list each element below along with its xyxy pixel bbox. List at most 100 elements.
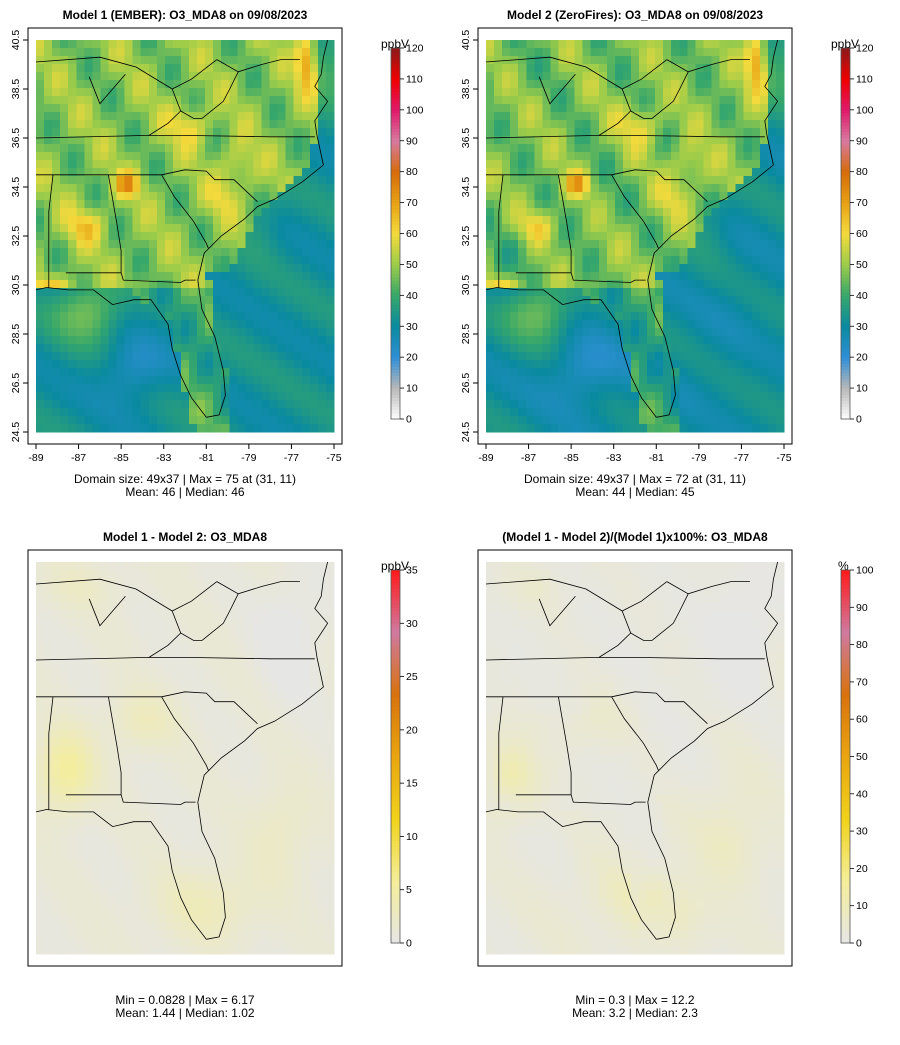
- grid-cell: [189, 192, 198, 201]
- grid-cell: [622, 176, 632, 185]
- grid-cell: [108, 256, 118, 265]
- grid-cell: [574, 144, 584, 153]
- grid-cell: [132, 192, 142, 201]
- grid-cell: [518, 376, 527, 385]
- grid-cell: [775, 248, 785, 257]
- grid-cell: [84, 384, 93, 393]
- grid-cell: [44, 56, 53, 65]
- grid-cell: [759, 248, 769, 257]
- grid-cell: [663, 280, 672, 289]
- grid-cell: [663, 256, 672, 265]
- grid-cell: [735, 96, 745, 105]
- grid-cell: [197, 610, 206, 619]
- colorbar-segment: [391, 143, 400, 148]
- grid-cell: [687, 368, 696, 377]
- grid-cell: [687, 424, 696, 433]
- grid-cell: [229, 594, 238, 603]
- grid-cell: [156, 618, 166, 627]
- grid-cell: [622, 328, 632, 337]
- grid-cell: [189, 280, 198, 289]
- grid-cell: [277, 392, 287, 401]
- grid-cell: [727, 376, 737, 385]
- grid-cell: [124, 642, 134, 651]
- grid-cell: [44, 754, 53, 763]
- grid-cell: [44, 256, 53, 265]
- grid-cell: [663, 368, 672, 377]
- grid-cell: [100, 72, 110, 81]
- colorbar-segment: [841, 397, 850, 401]
- grid-cell: [301, 424, 311, 433]
- grid-cell: [759, 280, 769, 289]
- colorbar-segment: [391, 316, 400, 321]
- grid-cell: [52, 112, 61, 121]
- grid-cell: [590, 368, 600, 377]
- grid-cell: [197, 328, 206, 337]
- grid-cell: [261, 80, 271, 89]
- grid-cell: [60, 336, 69, 345]
- grid-cell: [687, 360, 696, 369]
- grid-cell: [582, 120, 592, 129]
- grid-cell: [124, 72, 134, 81]
- grid-cell: [180, 296, 190, 305]
- grid-cell: [550, 408, 560, 417]
- grid-cell: [100, 200, 110, 209]
- grid-cell: [180, 610, 190, 619]
- grid-cell: [253, 328, 263, 337]
- grid-cell: [655, 48, 664, 57]
- grid-cell: [148, 634, 158, 643]
- grid-cell: [261, 96, 271, 105]
- grid-cell: [285, 320, 295, 329]
- grid-cell: [679, 56, 688, 65]
- grid-cell: [663, 224, 672, 233]
- grid-cell: [52, 312, 61, 321]
- grid-cell: [309, 120, 319, 129]
- grid-cell: [671, 144, 680, 153]
- grid-cell: [735, 112, 745, 121]
- grid-cell: [44, 722, 53, 731]
- grid-cell: [285, 48, 295, 57]
- grid-cell: [68, 304, 77, 313]
- grid-cell: [775, 352, 785, 361]
- grid-cell: [743, 104, 753, 113]
- grid-cell: [124, 626, 134, 635]
- grid-cell: [156, 674, 166, 683]
- grid-cell: [172, 192, 182, 201]
- grid-cell: [574, 288, 584, 297]
- grid-cell: [132, 578, 142, 587]
- grid-cell: [36, 634, 45, 643]
- grid-cell: [679, 240, 688, 249]
- grid-cell: [526, 288, 535, 297]
- grid-cell: [148, 136, 158, 145]
- grid-cell: [189, 722, 198, 731]
- grid-cell: [518, 368, 527, 377]
- grid-cell: [132, 738, 142, 747]
- grid-cell: [719, 360, 729, 369]
- colorbar-segment: [391, 279, 400, 284]
- colorbar-segment: [391, 286, 400, 290]
- grid-cell: [60, 320, 69, 329]
- grid-cell: [108, 602, 118, 611]
- grid-cell: [486, 208, 495, 217]
- grid-cell: [639, 280, 648, 289]
- grid-cell: [148, 690, 158, 699]
- grid-cell: [229, 328, 238, 337]
- grid-cell: [494, 48, 503, 57]
- grid-cell: [277, 184, 287, 193]
- grid-cell: [229, 626, 238, 635]
- colorbar-segment: [841, 97, 850, 102]
- grid-cell: [213, 570, 222, 579]
- grid-cell: [172, 96, 182, 105]
- colorbar-segment: [391, 295, 400, 299]
- grid-cell: [100, 714, 110, 723]
- grid-cell: [317, 738, 327, 747]
- grid-cell: [703, 144, 713, 153]
- grid-cell: [261, 642, 271, 651]
- grid-cell: [309, 352, 319, 361]
- colorbar-segment: [841, 63, 850, 68]
- grid-cell: [759, 40, 769, 49]
- grid-cell: [759, 376, 769, 385]
- grid-cell: [679, 264, 688, 273]
- grid-cell: [84, 232, 93, 241]
- grid-cell: [542, 80, 552, 89]
- grid-cell: [655, 288, 664, 297]
